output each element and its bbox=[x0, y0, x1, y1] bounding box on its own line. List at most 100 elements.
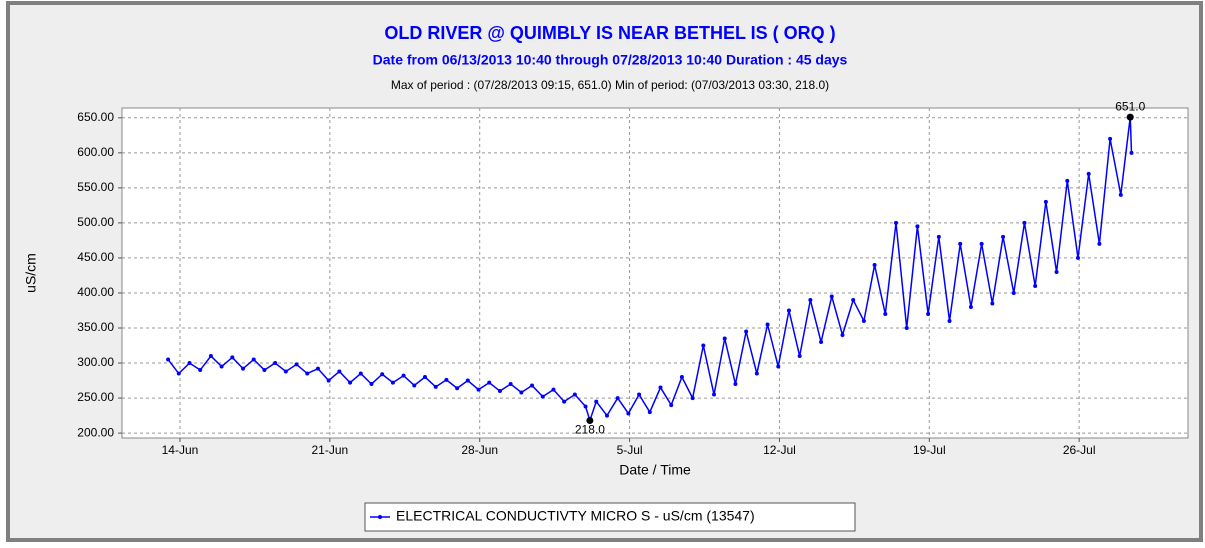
data-point bbox=[176, 371, 181, 376]
plot-area bbox=[121, 107, 1189, 439]
annotation-label: 651.0 bbox=[1115, 99, 1145, 113]
annotation-label: 218.0 bbox=[575, 423, 605, 437]
data-point bbox=[551, 387, 556, 392]
data-point bbox=[540, 394, 545, 399]
data-point bbox=[508, 382, 513, 387]
data-point bbox=[166, 357, 171, 362]
legend-label: ELECTRICAL CONDUCTIVTY MICRO S - uS/cm (… bbox=[396, 508, 755, 524]
data-point bbox=[187, 361, 192, 366]
data-point bbox=[326, 378, 331, 383]
data-point bbox=[958, 241, 963, 246]
data-point bbox=[390, 380, 395, 385]
data-point bbox=[979, 241, 984, 246]
data-point bbox=[669, 403, 674, 408]
legend: ELECTRICAL CONDUCTIVTY MICRO S - uS/cm (… bbox=[364, 502, 856, 532]
data-point bbox=[947, 318, 952, 323]
data-point bbox=[904, 326, 909, 330]
data-point bbox=[658, 385, 663, 390]
y-tick-label: 350.00 bbox=[77, 320, 114, 334]
data-point bbox=[701, 343, 706, 348]
data-point bbox=[348, 380, 353, 385]
data-point bbox=[315, 366, 320, 371]
data-point bbox=[444, 377, 449, 382]
x-tick-label: 14-Jun bbox=[162, 443, 199, 457]
data-point bbox=[241, 366, 246, 371]
data-point bbox=[433, 384, 438, 389]
y-tick-label: 300.00 bbox=[77, 355, 114, 369]
x-tick-label: 12-Jul bbox=[763, 443, 796, 457]
x-tick-label: 21-Jun bbox=[311, 443, 348, 457]
data-point bbox=[455, 386, 460, 391]
data-point bbox=[840, 333, 845, 338]
data-point bbox=[851, 297, 856, 302]
y-axis-label: uS/cm bbox=[23, 253, 39, 293]
data-point bbox=[251, 357, 256, 362]
data-point bbox=[476, 387, 481, 392]
data-point bbox=[968, 304, 973, 309]
data-point bbox=[733, 382, 738, 387]
legend-box bbox=[364, 502, 856, 532]
data-point bbox=[819, 340, 824, 345]
data-point bbox=[530, 383, 535, 388]
y-tick-label: 250.00 bbox=[77, 390, 114, 404]
data-point bbox=[637, 392, 642, 397]
data-point bbox=[337, 369, 342, 374]
x-tick-label: 19-Jul bbox=[913, 443, 946, 457]
data-point bbox=[1118, 192, 1123, 197]
data-point bbox=[422, 375, 427, 380]
x-tick-label: 28-Jun bbox=[461, 443, 498, 457]
data-point bbox=[936, 234, 941, 239]
data-point bbox=[198, 368, 203, 373]
data-point bbox=[1108, 136, 1113, 141]
data-point bbox=[283, 369, 288, 374]
y-tick-label: 600.00 bbox=[77, 145, 114, 159]
data-point bbox=[465, 378, 470, 383]
data-point bbox=[1075, 255, 1080, 260]
data-point bbox=[894, 220, 899, 225]
data-point bbox=[412, 383, 417, 388]
data-point bbox=[380, 372, 385, 377]
data-point bbox=[1065, 178, 1070, 183]
y-tick-label: 650.00 bbox=[77, 110, 114, 124]
data-point bbox=[1022, 220, 1027, 225]
y-tick-label: 550.00 bbox=[77, 180, 114, 194]
data-point bbox=[679, 375, 684, 380]
data-point bbox=[572, 392, 577, 397]
data-point bbox=[305, 371, 310, 376]
data-point bbox=[1097, 241, 1102, 246]
data-point bbox=[401, 373, 406, 378]
y-tick-label: 200.00 bbox=[77, 425, 114, 439]
x-tick-label: 5-Jul bbox=[617, 443, 643, 457]
x-tick-label: 26-Jul bbox=[1063, 443, 1096, 457]
data-point bbox=[1054, 269, 1059, 274]
data-point bbox=[712, 392, 717, 397]
data-point bbox=[1086, 171, 1091, 176]
data-point bbox=[487, 380, 492, 385]
data-point bbox=[797, 354, 802, 359]
y-tick-label: 500.00 bbox=[77, 215, 114, 229]
data-point bbox=[1033, 283, 1038, 288]
data-point bbox=[626, 411, 631, 416]
data-point bbox=[690, 396, 695, 401]
annotation-marker bbox=[1126, 113, 1134, 121]
data-point bbox=[829, 294, 834, 299]
data-point bbox=[262, 368, 267, 373]
data-point bbox=[594, 399, 599, 404]
chart-stats: Max of period : (07/28/2013 09:15, 651.0… bbox=[391, 78, 829, 92]
data-point bbox=[1043, 199, 1048, 204]
data-point bbox=[497, 389, 502, 394]
y-tick-label: 400.00 bbox=[77, 285, 114, 299]
data-point bbox=[604, 413, 609, 418]
data-point bbox=[754, 371, 759, 376]
y-tick-label: 450.00 bbox=[77, 250, 114, 264]
data-point bbox=[1011, 290, 1016, 295]
data-point bbox=[1129, 150, 1134, 155]
data-point bbox=[230, 355, 235, 360]
data-point bbox=[926, 311, 931, 316]
data-point bbox=[786, 308, 791, 313]
data-point bbox=[776, 364, 781, 369]
x-axis-label: Date / Time bbox=[619, 462, 691, 478]
data-point bbox=[208, 354, 213, 359]
